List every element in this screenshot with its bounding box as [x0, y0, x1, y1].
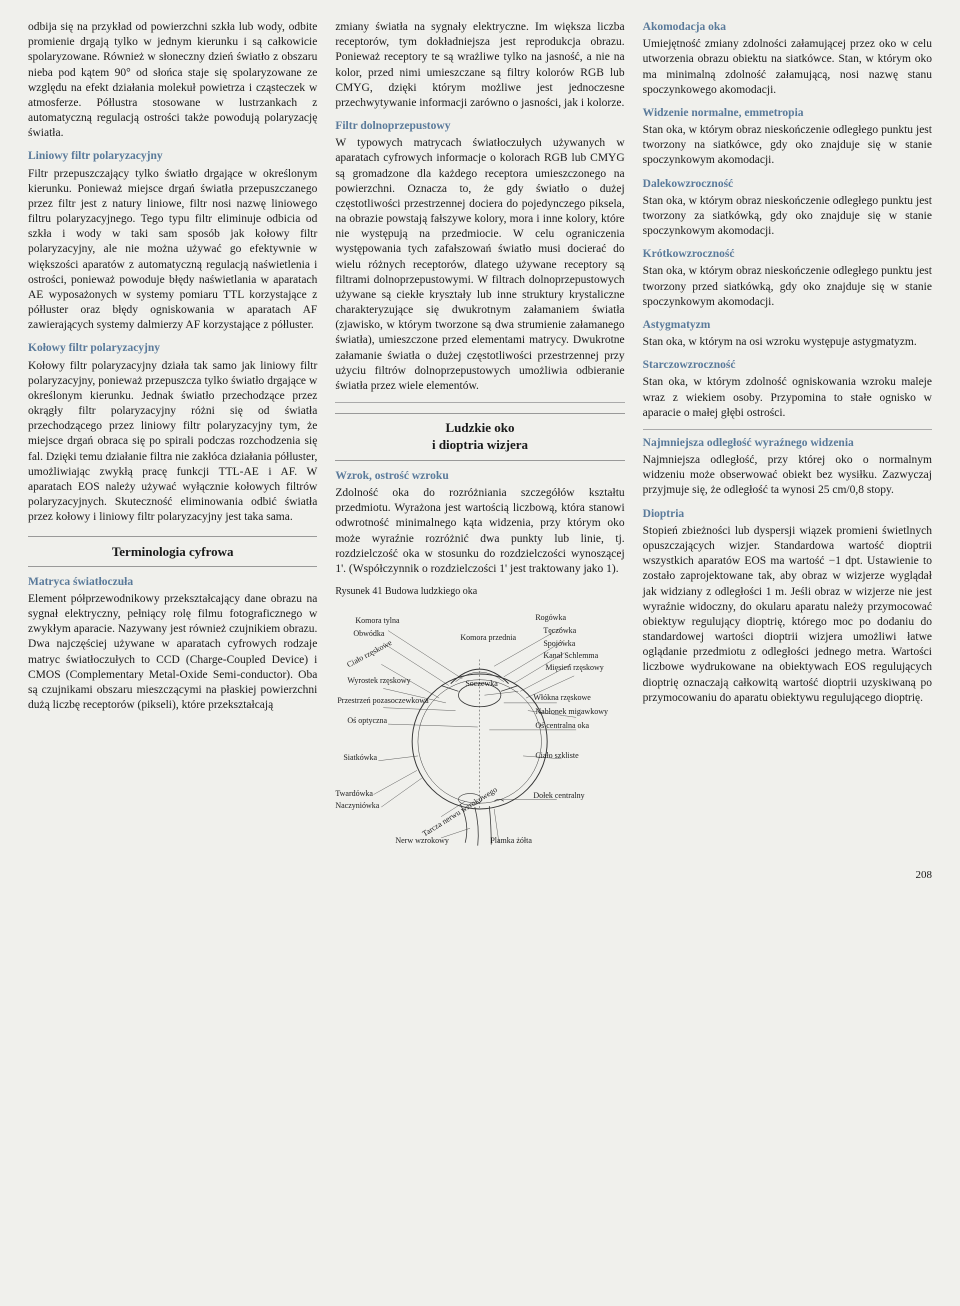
heading-wzrok: Wzrok, ostrość wzroku — [335, 469, 624, 484]
label-naczyniowka: Naczyniówka — [335, 802, 379, 811]
body-text: Kołowy filtr polaryzacyjny działa tak sa… — [28, 359, 317, 526]
body-text: Stopień zbieżności lub dyspersji wiązek … — [643, 524, 932, 706]
label-komora-przednia: Komora przednia — [460, 634, 516, 643]
label-komora-tylna: Komora tylna — [355, 617, 399, 626]
body-text: odbija się na przykład od powierzchni sz… — [28, 20, 317, 141]
body-text: Umiejętność zmiany zdolności załamującej… — [643, 37, 932, 98]
body-text: Najmniejsza odległość, przy której oko o… — [643, 453, 932, 499]
column-2: zmiany światła na sygnały elektryczne. I… — [335, 20, 624, 852]
heading-matryca: Matryca światłoczuła — [28, 575, 317, 590]
section-terminologia-cyfrowa: Terminologia cyfrowa — [28, 536, 317, 567]
page-number: 208 — [28, 868, 932, 883]
label-nerw: Nerw wzrokowy — [395, 837, 449, 846]
section-line1: Ludzkie oko — [445, 420, 514, 435]
body-text: Filtr przepuszczający tylko światło drga… — [28, 167, 317, 334]
divider — [643, 429, 932, 430]
label-twardowka: Twardówka — [335, 790, 373, 799]
heading-dalekowzrocznosc: Dalekowzroczność — [643, 177, 932, 192]
label-wyrostek: Wyrostek rzęskowy — [347, 677, 410, 686]
label-wlokna: Włókna rzęskowe — [533, 694, 591, 703]
heading-krotkowzrocznosc: Krótkowzroczność — [643, 247, 932, 262]
heading-dioptria: Dioptria — [643, 507, 932, 522]
label-rogowka: Rogówka — [535, 614, 566, 623]
heading-starczowzrocznosc: Starczowzroczność — [643, 358, 932, 373]
divider — [335, 402, 624, 403]
section-line2: i dioptria wizjera — [432, 437, 528, 452]
body-text: Stan oka, w którym zdolność ogniskowania… — [643, 375, 932, 421]
eye-diagram: Komora tylna Obwódka Ciało rzęskowe Wyro… — [335, 602, 624, 852]
heading-widzenie-normalne: Widzenie normalne, emmetropia — [643, 106, 932, 121]
body-text: zmiany światła na sygnały elektryczne. I… — [335, 20, 624, 111]
figure-caption: Rysunek 41 Budowa ludzkiego oka — [335, 585, 624, 598]
body-text: Stan oka, w którym obraz nieskończenie o… — [643, 194, 932, 240]
body-text: Element półprzewodnikowy przekształcając… — [28, 592, 317, 713]
column-1: odbija się na przykład od powierzchni sz… — [28, 20, 317, 852]
body-text: Stan oka, w którym obraz nieskończenie o… — [643, 123, 932, 169]
heading-liniowy-filtr: Liniowy filtr polaryzacyjny — [28, 149, 317, 164]
label-cialo-szkliste: Ciało szkliste — [535, 752, 578, 761]
label-dolek: Dołek centralny — [533, 792, 584, 801]
label-siatkowka: Siatkówka — [343, 754, 377, 763]
heading-astygmatyzm: Astygmatyzm — [643, 318, 932, 333]
heading-kolowy-filtr: Kołowy filtr polaryzacyjny — [28, 341, 317, 356]
heading-najmniejsza-odleglosc: Najmniejsza odległość wyraźnego widzenia — [643, 436, 932, 451]
column-3: Akomodacja oka Umiejętność zmiany zdolno… — [643, 20, 932, 852]
body-text: Stan oka, w którym na osi wzroku występu… — [643, 335, 932, 350]
label-obwodka: Obwódka — [353, 630, 384, 639]
label-os-centralna: Oś centralna oka — [535, 722, 589, 731]
label-teczowka: Tęczówka — [543, 627, 576, 636]
page-columns: odbija się na przykład od powierzchni sz… — [28, 20, 932, 852]
label-plamka: Plamka żółta — [490, 837, 532, 846]
heading-akomodacja: Akomodacja oka — [643, 20, 932, 35]
section-ludzkie-oko: Ludzkie oko i dioptria wizjera — [335, 413, 624, 461]
label-os-optyczna: Oś optyczna — [347, 717, 387, 726]
label-soczewka: Soczewka — [465, 680, 497, 689]
body-text: W typowych matrycach światłoczułych używ… — [335, 136, 624, 394]
body-text: Stan oka, w którym obraz nieskończenie o… — [643, 264, 932, 310]
label-nablonek: Nabłonek migawkowy — [535, 708, 608, 717]
label-przestrzen: Przestrzeń pozasoczewkowa — [337, 697, 428, 706]
label-miesien: Mięsień rzęskowy — [545, 664, 603, 673]
body-text: Zdolność oka do rozróżniania szczegółów … — [335, 486, 624, 577]
label-spojowka: Spojówka — [543, 640, 575, 649]
label-kanal: Kanał Schlemma — [543, 652, 598, 661]
heading-filtr-dolno: Filtr dolnoprzepustowy — [335, 119, 624, 134]
